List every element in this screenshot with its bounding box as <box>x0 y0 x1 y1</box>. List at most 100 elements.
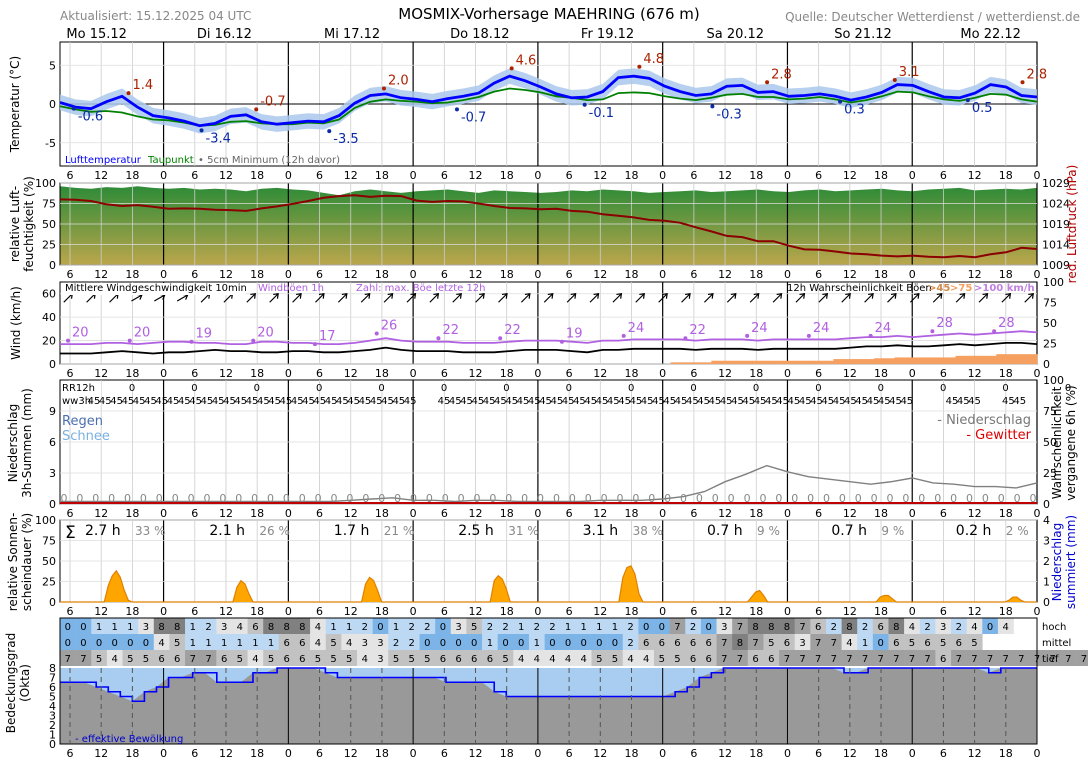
cloud-value: 4 <box>237 622 243 633</box>
cloud-value: 6 <box>768 654 774 665</box>
y-tick: 0 <box>49 596 56 609</box>
sun-percent: 26 % <box>259 524 290 538</box>
cloud-row-label: tief <box>1042 654 1059 665</box>
cloud-value: 4 <box>534 654 540 665</box>
cloud-cell <box>841 634 858 650</box>
y-label-sun-1: relative Sonnen- <box>6 513 20 612</box>
precip-zero: 0 <box>648 492 655 505</box>
max-label: 2.8 <box>1027 67 1048 82</box>
cloud-cell <box>122 618 139 634</box>
cloud-value: 6 <box>956 638 962 649</box>
cloud-cell <box>951 650 967 666</box>
precip-zero: 0 <box>521 492 528 505</box>
ww3-value: 45 <box>630 396 643 407</box>
y-label-temperature: Temperatur (°C) <box>8 56 22 153</box>
hour-tick: 12 <box>843 268 857 281</box>
cloud-cell <box>91 650 108 666</box>
cloud-cell <box>200 650 217 666</box>
rr12-value: 0 <box>878 383 884 394</box>
cloud-cell <box>638 634 655 650</box>
sun-percent: 21 % <box>384 524 415 538</box>
ww3-value: 45 <box>347 396 360 407</box>
cloud-value: 0 <box>659 622 665 633</box>
cloud-value: 6 <box>690 638 696 649</box>
ww3-value: 45 <box>201 396 214 407</box>
ww3-value: 45 <box>900 396 913 407</box>
cloud-cell <box>231 618 248 634</box>
cloud-value: 2 <box>627 638 633 649</box>
y-tick: 3 <box>49 467 56 480</box>
sun-percent: 2 % <box>1006 524 1029 538</box>
hour-tick: 12 <box>469 507 483 520</box>
cloud-value: 5 <box>674 654 680 665</box>
day-label: So 21.12 <box>834 27 892 42</box>
cloud-value: 7 <box>831 638 837 649</box>
cloud-cell <box>200 634 217 650</box>
min-marker <box>582 102 587 107</box>
cloud-cell <box>419 618 436 634</box>
precip-zero: 0 <box>489 492 496 505</box>
day-label: Do 18.12 <box>450 27 509 42</box>
precip-zero: 0 <box>362 492 369 505</box>
gust-max-marker <box>745 333 750 338</box>
gust-line <box>60 330 1038 346</box>
hour-tick: 0 <box>285 169 292 182</box>
cloud-cell <box>904 634 921 650</box>
gust-max-marker <box>559 339 564 344</box>
cloud-value: 1 <box>346 622 352 633</box>
ww3-value: 45 <box>392 396 405 407</box>
cloud-cell <box>435 618 452 634</box>
ww3-value: 45 <box>607 396 620 407</box>
precip-zero: 0 <box>61 492 68 505</box>
cloud-cell <box>325 650 342 666</box>
cloud-value: 1 <box>580 622 586 633</box>
cloud-cell <box>482 618 498 634</box>
cloud-value: 1 <box>205 638 211 649</box>
ww3-value: 45 <box>810 396 823 407</box>
cloud-cell <box>419 634 436 650</box>
cloud-cell <box>357 650 373 666</box>
cloud-value: 1 <box>596 622 602 633</box>
hour-tick: 0 <box>909 605 916 618</box>
ww3-value: 45 <box>731 396 744 407</box>
cloud-value: 7 <box>1081 654 1087 665</box>
cloud-cell <box>138 650 155 666</box>
cloud-cell <box>106 618 123 634</box>
gust-max-marker <box>374 331 379 336</box>
cloud-cell <box>591 618 608 634</box>
hour-tick: 0 <box>909 507 916 520</box>
y2-tick: 100 <box>1043 374 1064 387</box>
cloud-cell <box>966 634 983 650</box>
cloud-value: 3 <box>940 622 946 633</box>
day-label: Mi 17.12 <box>324 27 380 42</box>
gust-max-label: 20 <box>134 326 151 341</box>
rr12-value: 0 <box>191 383 197 394</box>
hour-tick: 0 <box>659 169 666 182</box>
cloud-cell <box>857 618 874 634</box>
gust-prob-bar <box>874 358 896 364</box>
precip-zero: 0 <box>283 492 290 505</box>
cloud-value: 8 <box>893 622 899 633</box>
ww3-value: 45 <box>550 396 563 407</box>
gust-max-label: 28 <box>936 316 953 331</box>
hour-tick: 18 <box>250 367 264 380</box>
cloud-value: 0 <box>502 638 508 649</box>
cloud-cell <box>450 618 467 634</box>
cloud-cell <box>560 618 577 634</box>
day-label: Fr 19.12 <box>581 27 634 42</box>
precip-zero: 0 <box>76 492 83 505</box>
cloud-cell <box>357 618 373 634</box>
cloud-cell <box>997 618 1014 634</box>
cloud-cell <box>466 634 483 650</box>
cloud-value: 7 <box>1065 654 1071 665</box>
cloud-cell <box>497 634 514 650</box>
precip-zero: 0 <box>410 492 417 505</box>
max-marker <box>509 66 514 71</box>
cloud-value: 2 <box>362 622 368 633</box>
cloud-value: 7 <box>893 654 899 665</box>
precip-zero: 0 <box>1014 492 1021 505</box>
cloud-value: 6 <box>940 654 946 665</box>
hour-tick: 18 <box>749 169 763 182</box>
cloud-cell <box>763 618 780 634</box>
ww3-value: 45 <box>697 396 710 407</box>
